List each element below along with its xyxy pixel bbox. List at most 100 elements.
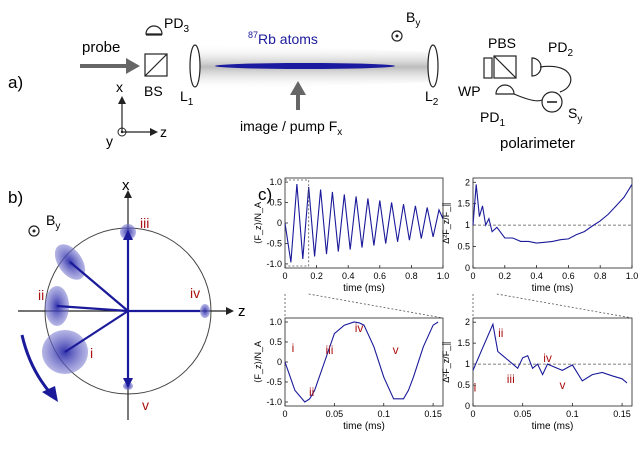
y-tick-label: 0.5 bbox=[457, 380, 470, 390]
wp-label: WP bbox=[458, 83, 481, 99]
chart-frame bbox=[472, 317, 633, 407]
y-tick-label: 0 bbox=[465, 401, 470, 411]
x-tick-label: 0.2 bbox=[499, 271, 512, 281]
blob-iv bbox=[200, 304, 210, 318]
x-tick-label: 0.8 bbox=[594, 271, 607, 281]
x-tick-label: 0 bbox=[282, 271, 287, 281]
chart-marker-iv: iv bbox=[543, 351, 552, 365]
chart-c-top-left: 0 0.2 0.4 0.6 0.8 1.0 1.0 0.5 0 -0.5 -1.0 time (ms)… bbox=[253, 177, 449, 294]
polarimeter-label: polarimeter bbox=[500, 135, 575, 152]
series-line bbox=[284, 184, 444, 263]
by-label-b: By bbox=[46, 212, 60, 232]
marker-iii-b: iii bbox=[140, 215, 149, 231]
l1-label: L1 bbox=[180, 88, 194, 108]
zoom-line bbox=[496, 293, 633, 319]
marker-iv-b: iv bbox=[190, 285, 200, 301]
axis-x-label: x bbox=[116, 79, 123, 95]
coordinate-axes bbox=[117, 96, 158, 137]
y-axis-label: Δ²F_z/F_∥ bbox=[441, 341, 451, 383]
y-tick-label: -1.0 bbox=[266, 397, 282, 407]
y-tick-label: 2 bbox=[465, 317, 470, 327]
chart-marker-iii: iii bbox=[325, 343, 333, 357]
sy-label: Sy bbox=[568, 105, 582, 125]
arrowhead-v bbox=[123, 378, 133, 388]
zoom-box-left bbox=[284, 179, 310, 267]
y-tick-label: -1.0 bbox=[266, 259, 282, 269]
x-tick-label: 0.1 bbox=[566, 409, 579, 419]
by-field-icon-b bbox=[28, 225, 40, 237]
x-tick-label: 0 bbox=[282, 409, 287, 419]
marker-i-b: i bbox=[90, 345, 93, 361]
x-tick-label: 0.4 bbox=[530, 271, 543, 281]
atoms-label: 87Rb atoms bbox=[248, 30, 318, 47]
panel-c-label: c) bbox=[258, 185, 272, 204]
x-tick-label: 0.05 bbox=[326, 409, 344, 419]
x-tick-label: 0.8 bbox=[405, 271, 418, 281]
y-tick-label: 1 bbox=[465, 359, 470, 369]
series-line bbox=[472, 184, 633, 244]
probe-label: probe bbox=[82, 39, 120, 56]
y-tick-label: 0.5 bbox=[269, 337, 282, 347]
chart-marker-i: i bbox=[292, 341, 295, 355]
by-label-a: By bbox=[406, 9, 420, 29]
panel-a-label: a) bbox=[8, 73, 23, 92]
chart-c-bottom-left: 0 0.05 0.1 0.15 1.0 0.5 0 -0.5 -1.0 time (ms) ⟨F_z… bbox=[253, 317, 444, 432]
x-tick-label: 0 bbox=[470, 271, 475, 281]
lens-l2 bbox=[427, 44, 439, 88]
chart-marker-v: v bbox=[393, 343, 399, 357]
chart-marker-iv: iv bbox=[355, 321, 364, 335]
x-tick-label: 0.4 bbox=[342, 271, 355, 281]
chart-marker-ii: ii bbox=[309, 385, 314, 399]
y-tick-label: 1.0 bbox=[269, 317, 282, 327]
x-tick-label: 1.0 bbox=[437, 271, 450, 281]
polarimeter bbox=[483, 55, 572, 113]
x-tick-label: 0 bbox=[470, 409, 475, 419]
atom-cloud bbox=[215, 63, 395, 69]
pd3-detector bbox=[145, 25, 163, 36]
x-tick-label: 0.05 bbox=[514, 409, 532, 419]
image-pump-label: image / pump Fx bbox=[240, 118, 342, 138]
axis-z-label: z bbox=[160, 124, 167, 140]
pd1-label: PD1 bbox=[480, 109, 505, 129]
y-tick-label: 0 bbox=[277, 357, 282, 367]
lens-l1 bbox=[189, 44, 201, 88]
x-tick-label: 0.6 bbox=[562, 271, 575, 281]
y-tick-label: 1.0 bbox=[269, 177, 282, 187]
y-tick-label: -0.5 bbox=[266, 238, 282, 248]
x-tick-label: 0.6 bbox=[374, 271, 387, 281]
pump-arrow bbox=[290, 81, 306, 110]
y-tick-label: 1.5 bbox=[457, 338, 470, 348]
y-axis-label: ⟨F_z⟩/N_A bbox=[253, 202, 263, 244]
y-tick-label: 0.5 bbox=[269, 198, 282, 208]
y-tick-label: 1.5 bbox=[457, 199, 470, 209]
chart-marker-v: v bbox=[559, 378, 565, 392]
spin-vectors bbox=[56, 236, 200, 380]
panel-a: a) probe PD3 BS x z bbox=[8, 9, 582, 152]
precession-arrow bbox=[20, 334, 58, 402]
panel-c: c) 0 0.2 0.4 0.6 0.8 1.0 1.0 0.5 0 -0.5 -1.0 time (… bbox=[253, 177, 638, 432]
pd3-label: PD3 bbox=[164, 15, 189, 35]
zoom-connectors bbox=[284, 179, 633, 319]
y-tick-label: 2 bbox=[465, 177, 470, 187]
panel-b: b) x z By bbox=[8, 177, 246, 420]
panel-b-label: b) bbox=[8, 188, 23, 207]
axis-y-label: y bbox=[106, 133, 113, 149]
x-tick-label: 0.1 bbox=[377, 409, 390, 419]
pd2-label: PD2 bbox=[548, 39, 573, 59]
x-tick-label: 0.15 bbox=[424, 409, 442, 419]
y-tick-label: 0 bbox=[277, 218, 282, 228]
chart-marker-ii: ii bbox=[498, 326, 503, 340]
arrowhead-iii bbox=[123, 230, 133, 240]
by-field-icon bbox=[391, 30, 403, 42]
series-line bbox=[472, 322, 628, 384]
x-tick-label: 0.2 bbox=[310, 271, 323, 281]
y-tick-label: 1 bbox=[465, 220, 470, 230]
x-tick-label: 1.0 bbox=[626, 271, 639, 281]
x-axis-label: time (ms) bbox=[532, 283, 574, 294]
y-tick-label: 0.5 bbox=[457, 242, 470, 252]
beam-splitter bbox=[144, 53, 168, 77]
bs-label: BS bbox=[144, 83, 163, 99]
marker-v-b: v bbox=[142, 397, 149, 413]
